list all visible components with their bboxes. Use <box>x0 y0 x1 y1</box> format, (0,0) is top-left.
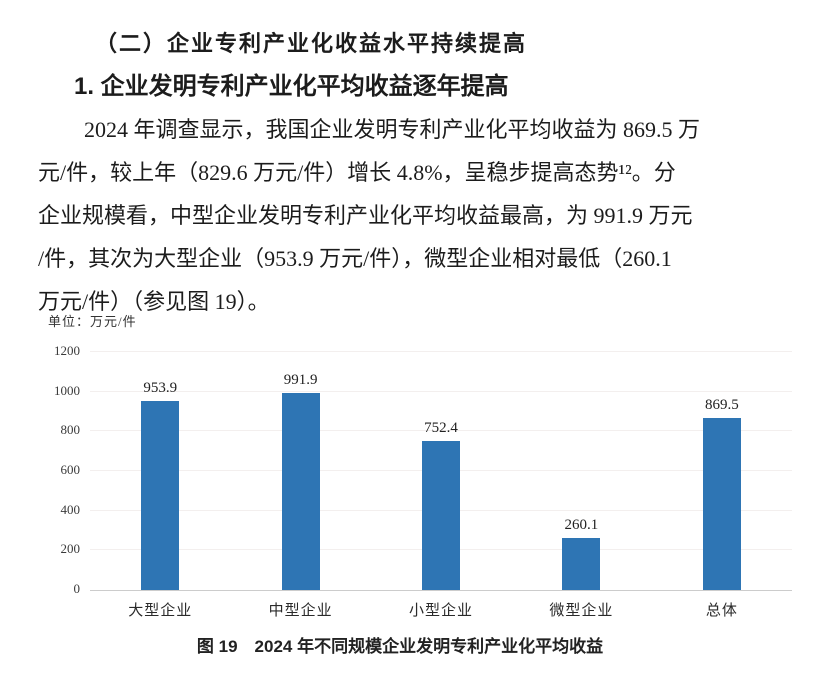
chart-plot: 953.9 991.9 752.4 260.1 869.5 <box>90 351 792 591</box>
y-tick-label: 1000 <box>54 382 80 398</box>
bar-value-label: 752.4 <box>424 419 458 436</box>
bar-slot: 991.9 <box>230 352 370 590</box>
y-tick-label: 800 <box>60 422 81 438</box>
gridline <box>90 351 792 352</box>
paragraph-line: 元/件，较上年（829.6 万元/件）增长 4.8%，呈稳步提高态势¹²。分 <box>38 160 676 185</box>
bar-value-label: 869.5 <box>704 396 739 413</box>
bar <box>422 440 461 590</box>
y-tick-label: 400 <box>60 501 81 517</box>
category-label: 微型企业 <box>549 603 614 619</box>
chart-unit-label: 单位：万元/件 <box>48 314 137 329</box>
bar-slot: 752.4 <box>371 352 511 590</box>
category-label: 大型企业 <box>128 603 193 619</box>
bar-slot: 953.9 <box>90 352 230 590</box>
y-tick-label: 0 <box>73 581 81 596</box>
bar <box>141 400 180 590</box>
bar-chart: 0 200 400 600 800 1000 1200 953.9 991.9 752.4 260… <box>40 344 792 620</box>
chart-category-axis: 大型企业 中型企业 小型企业 微型企业 总体 <box>90 599 792 620</box>
body-paragraph: 2024 年调查显示，我国企业发明专利产业化平均收益为 869.5 万 元/件，… <box>38 108 794 323</box>
bar-slot: 869.5 <box>652 352 792 590</box>
bar-value-label: 260.1 <box>564 517 599 534</box>
bar <box>702 417 741 590</box>
category-label: 中型企业 <box>268 603 333 619</box>
category-label: 总体 <box>705 603 738 619</box>
y-tick-label: 200 <box>60 541 81 557</box>
paragraph-line: 万元/件）（参见图 19）。 <box>38 289 270 314</box>
bar <box>562 538 601 590</box>
section-heading: （二）企业专利产业化收益水平持续提高 <box>95 31 528 56</box>
bar-slot: 260.1 <box>511 352 651 590</box>
y-tick-label: 1200 <box>54 343 80 358</box>
gridline <box>90 390 792 392</box>
sub-heading: 1. 企业发明专利产业化平均收益逐年提高 <box>74 73 509 100</box>
paragraph-line: /件，其次为大型企业（953.9 万元/件），微型企业相对最低（260.1 <box>38 246 672 271</box>
figure-caption: 图 19 2024 年不同规模企业发明专利产业化平均收益 <box>196 637 604 656</box>
paragraph-line: 企业规模看，中型企业发明专利产业化平均收益最高，为 991.9 万元 <box>38 203 693 228</box>
gridline <box>90 430 792 432</box>
bar-value-label: 991.9 <box>283 372 318 389</box>
chart-y-axis: 0 200 400 600 800 1000 1200 <box>40 344 90 596</box>
bar <box>281 393 320 590</box>
y-tick-label: 600 <box>60 462 81 477</box>
paragraph-line: 2024 年调查显示，我国企业发明专利产业化平均收益为 869.5 万 <box>84 117 701 142</box>
category-label: 小型企业 <box>409 603 474 619</box>
bar-value-label: 953.9 <box>143 379 178 396</box>
